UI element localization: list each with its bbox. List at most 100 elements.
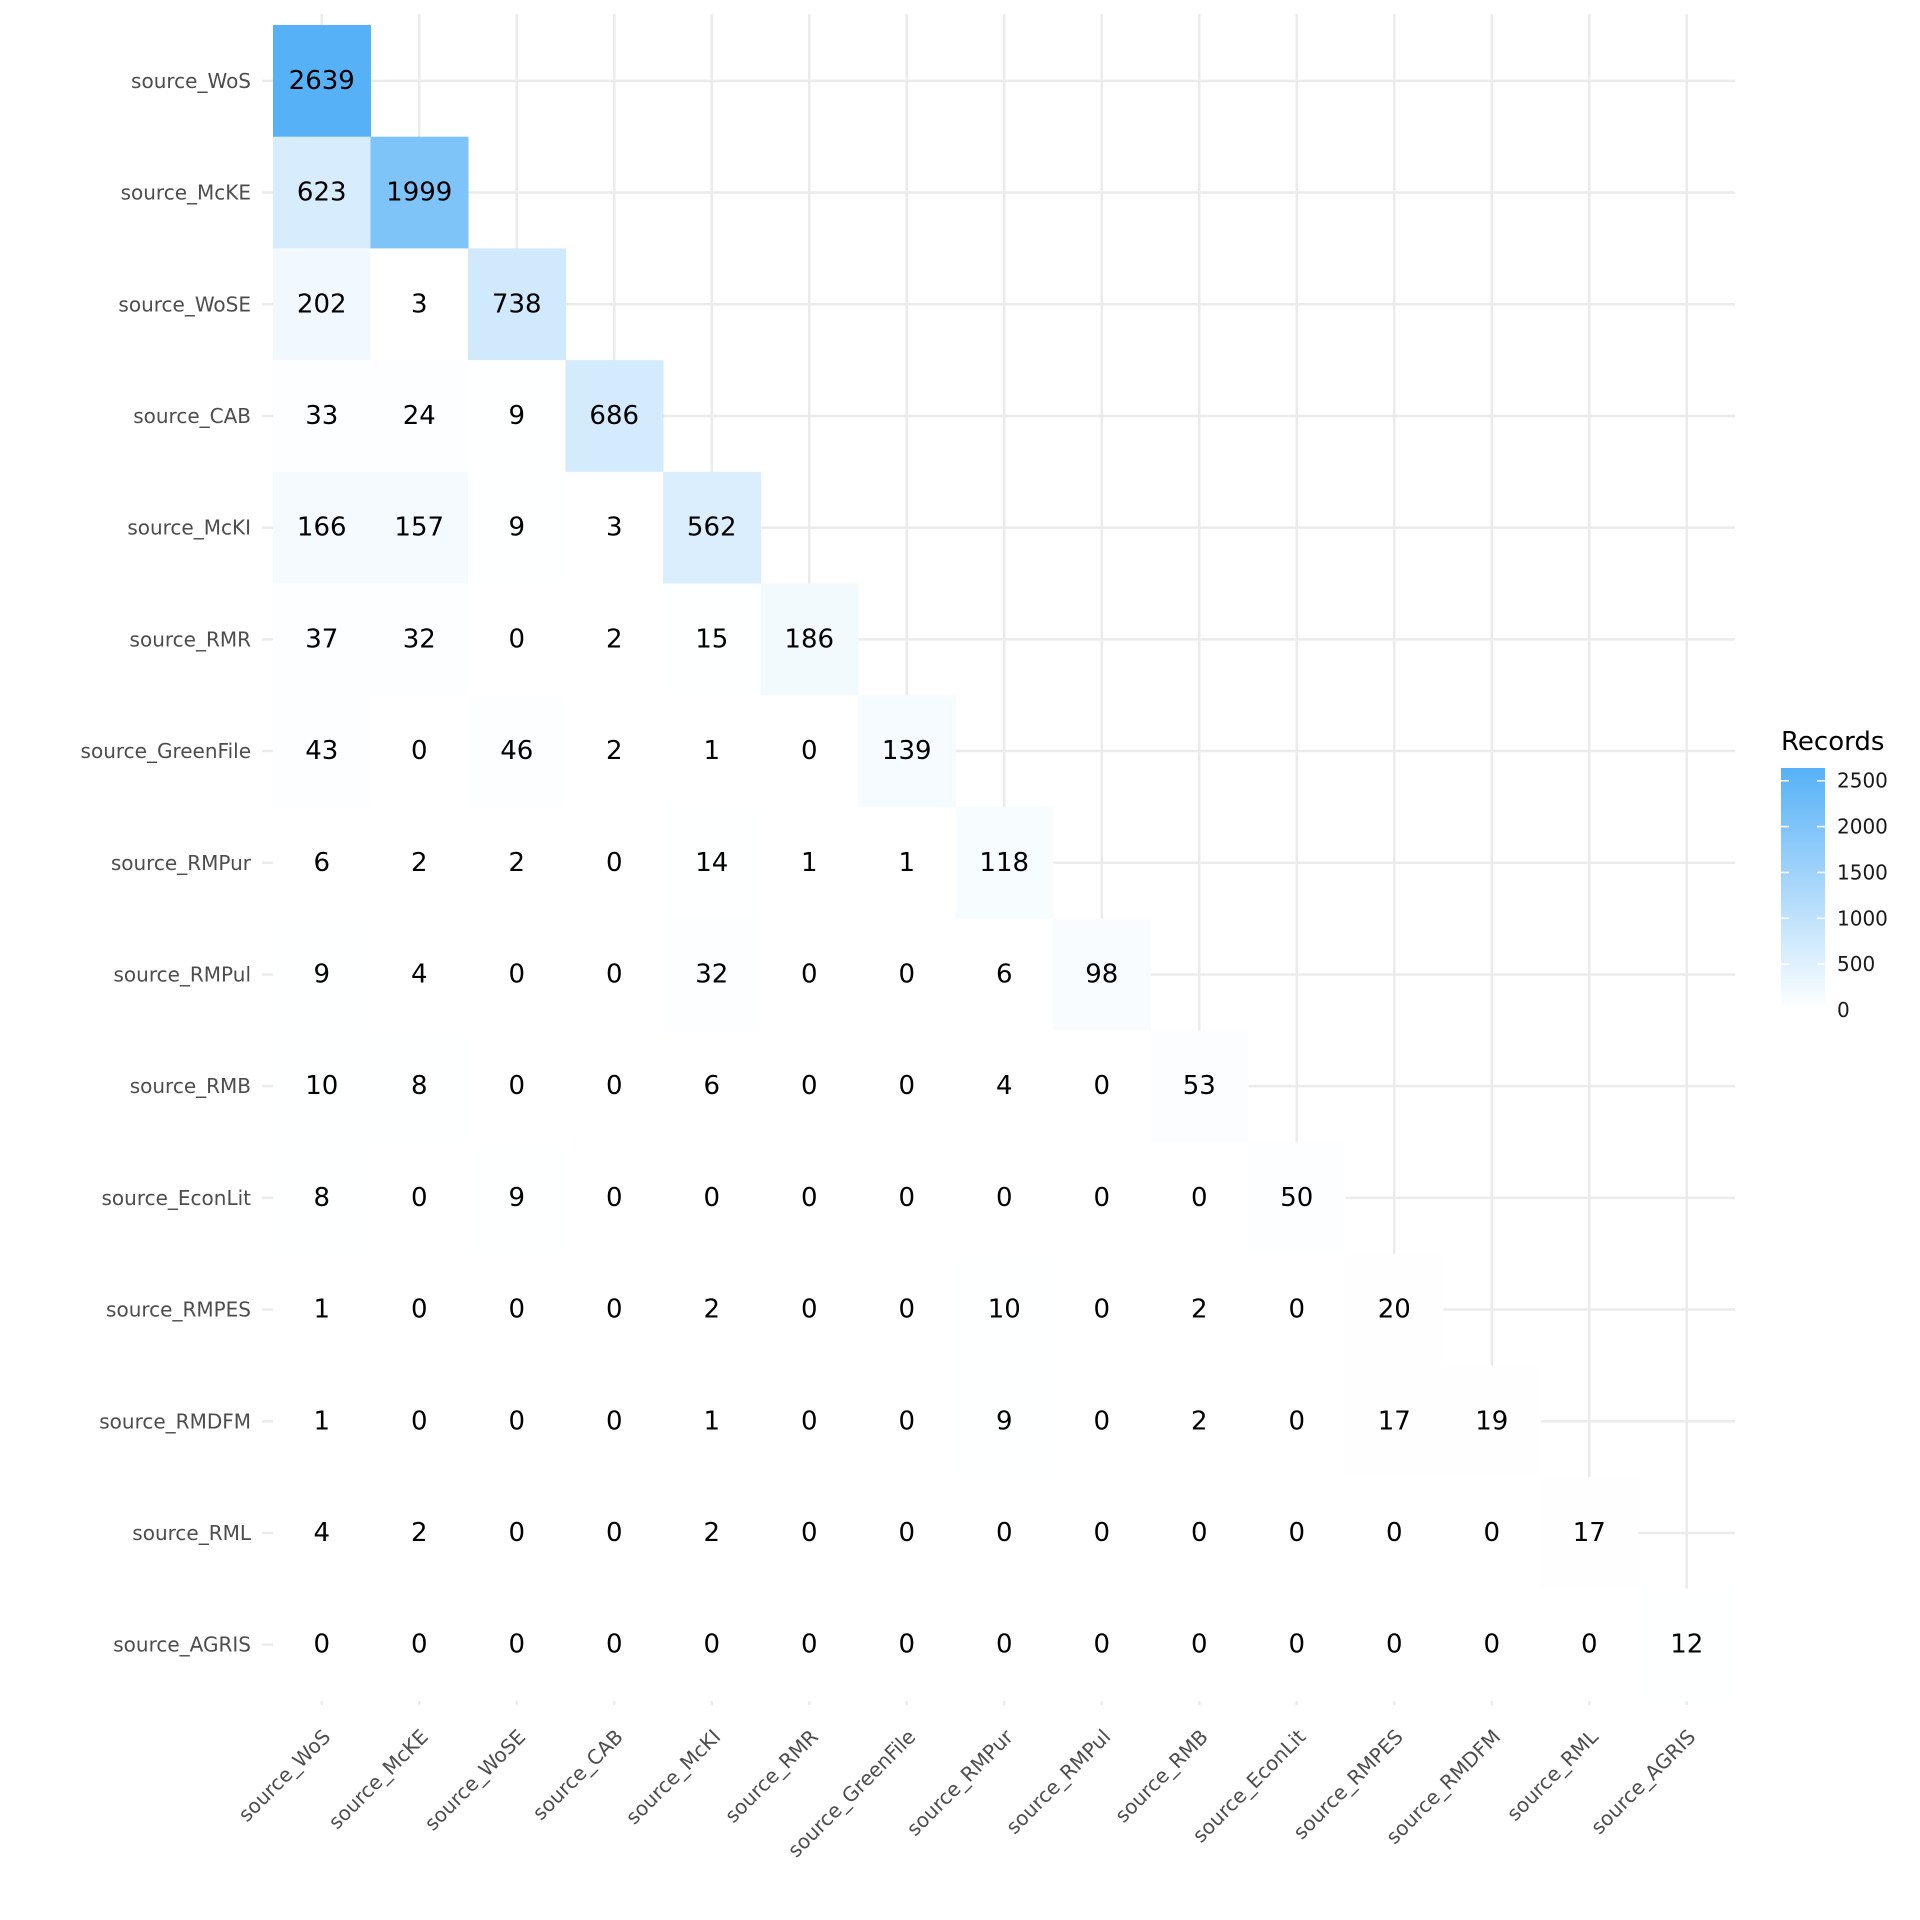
x-tick-label: source_WoSE — [420, 1725, 531, 1836]
cell-value-label: 4 — [996, 1071, 1013, 1101]
legend-tick-label: 2500 — [1837, 769, 1888, 793]
cell-value-label: 2 — [411, 1518, 428, 1548]
heatmap-cell — [760, 1477, 859, 1590]
heatmap-cell — [565, 471, 664, 584]
cell-value-label: 0 — [411, 1630, 428, 1660]
y-axis-tick-labels: source_WoS source_McKE source_WoSE source_C… — [81, 69, 252, 1657]
y-tick-label: source_EconLit — [101, 1186, 251, 1210]
heatmap-cell — [370, 360, 469, 473]
heatmap-cell — [760, 918, 859, 1031]
cell-value-label: 3 — [606, 513, 623, 543]
heatmap-cell — [273, 136, 371, 249]
cell-value-label: 0 — [801, 959, 818, 989]
cell-value-label: 0 — [1093, 1518, 1110, 1548]
heatmap-cell — [1150, 1477, 1249, 1590]
heatmap-cell — [565, 583, 664, 696]
cell-value-label: 0 — [508, 1295, 525, 1325]
y-tick-label: source_RMPul — [113, 962, 251, 986]
cell-value-label: 0 — [606, 1183, 623, 1213]
cell-value-label: 139 — [882, 736, 932, 766]
cell-value-label: 50 — [1280, 1183, 1313, 1213]
cell-value-label: 17 — [1573, 1518, 1606, 1548]
cell-value-label: 32 — [695, 959, 728, 989]
heatmap-cell — [1540, 1477, 1639, 1590]
heatmap-cell — [273, 360, 371, 473]
heatmap-cell — [1345, 1588, 1444, 1701]
cell-value-label: 9 — [313, 959, 330, 989]
cell-value-label: 623 — [297, 178, 347, 208]
legend-tick-label: 0 — [1837, 998, 1850, 1022]
heatmap-cell — [273, 25, 371, 138]
heatmap-cell — [1443, 1365, 1541, 1478]
heatmap-cell — [273, 1365, 371, 1478]
heatmap-cell — [468, 1588, 566, 1701]
heatmap-cell — [468, 1142, 566, 1255]
cell-value-label: 2 — [606, 736, 623, 766]
cell-value-label: 0 — [411, 1406, 428, 1436]
cell-value-label: 0 — [1288, 1630, 1305, 1660]
heatmap-cell — [273, 695, 371, 808]
cell-value-label: 0 — [1093, 1071, 1110, 1101]
y-tick-label: source_GreenFile — [81, 739, 251, 763]
cell-value-label: 0 — [801, 736, 818, 766]
cell-value-label: 0 — [898, 1183, 915, 1213]
heatmap-cell — [663, 1253, 761, 1366]
heatmap-cell — [468, 248, 566, 361]
cell-value-label: 10 — [305, 1071, 338, 1101]
heatmap-cell — [858, 806, 956, 920]
heatmap-cell — [1150, 1142, 1249, 1255]
cell-value-label: 12 — [1670, 1630, 1703, 1660]
heatmap-cell — [760, 1588, 859, 1701]
heatmap-cell — [1345, 1365, 1444, 1478]
cell-value-label: 0 — [898, 959, 915, 989]
heatmap-cell — [468, 583, 566, 696]
heatmap-cell — [370, 806, 469, 920]
heatmap-cell — [565, 1142, 664, 1255]
heatmap-cell — [1540, 1588, 1639, 1701]
cell-value-label: 9 — [508, 1183, 525, 1213]
heatmap-cell — [760, 1142, 859, 1255]
cell-value-label: 15 — [695, 624, 728, 654]
cell-value-label: 53 — [1183, 1071, 1216, 1101]
heatmap-cell — [955, 1253, 1054, 1366]
heatmap-cell — [663, 918, 761, 1031]
x-tick-label: source_RML — [1502, 1724, 1604, 1826]
heatmap-cell — [663, 1477, 761, 1590]
heatmap-cell — [1248, 1253, 1346, 1366]
cell-value-label: 0 — [898, 1071, 915, 1101]
y-tick-label: source_RMDFM — [99, 1409, 251, 1433]
y-tick-label: source_WoSE — [118, 292, 251, 316]
cell-value-label: 0 — [996, 1183, 1013, 1213]
heatmap-cell — [370, 471, 469, 584]
heatmap-cell — [858, 1142, 956, 1255]
cell-value-label: 0 — [606, 1295, 623, 1325]
heatmap-cell — [663, 471, 761, 584]
cell-value-label: 2 — [508, 848, 525, 878]
heatmap-cell — [370, 136, 469, 249]
x-tick-label: source_RMB — [1110, 1725, 1213, 1828]
heatmap-cell — [273, 583, 371, 696]
cell-value-label: 0 — [1093, 1295, 1110, 1325]
cell-value-label: 0 — [508, 1406, 525, 1436]
cell-value-label: 6 — [313, 848, 330, 878]
cell-value-label: 0 — [1093, 1406, 1110, 1436]
cell-value-label: 118 — [979, 848, 1029, 878]
heatmap-cell — [858, 1365, 956, 1478]
cell-value-label: 8 — [411, 1071, 428, 1101]
y-tick-label: source_RMB — [130, 1074, 251, 1098]
heatmap-cell — [468, 1253, 566, 1366]
heatmap-cell — [1150, 1588, 1249, 1701]
cell-value-label: 0 — [606, 1071, 623, 1101]
cell-value-label: 0 — [801, 1406, 818, 1436]
cell-value-label: 0 — [1483, 1518, 1500, 1548]
cell-value-label: 0 — [508, 624, 525, 654]
heatmap-cell — [1053, 1253, 1151, 1366]
cell-value-label: 32 — [403, 624, 436, 654]
cell-value-label: 6 — [996, 959, 1013, 989]
cell-value-label: 0 — [898, 1630, 915, 1660]
cell-value-label: 1 — [313, 1295, 330, 1325]
y-tick-label: source_McKI — [127, 516, 251, 540]
cell-value-label: 2639 — [289, 66, 355, 96]
legend-tick-label: 1000 — [1837, 906, 1888, 930]
